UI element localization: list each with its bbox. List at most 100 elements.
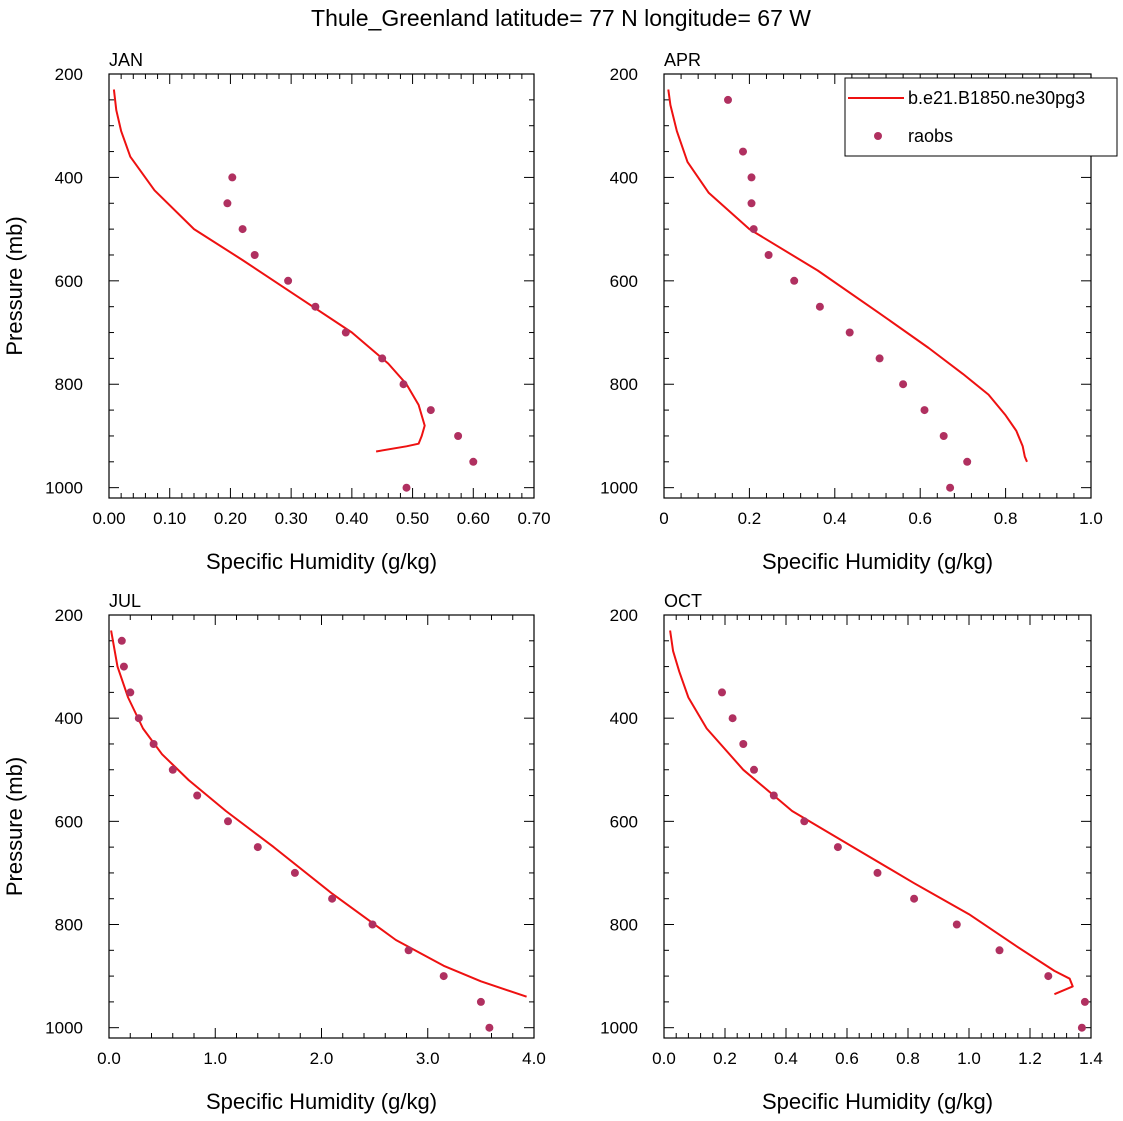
panel-apr-obs-point bbox=[939, 432, 948, 440]
panel-oct-xtick-label: 1.4 bbox=[1079, 1049, 1103, 1068]
panel-apr-ytick-label: 400 bbox=[610, 168, 638, 187]
panel-oct-obs-point bbox=[769, 791, 778, 800]
panel-apr-obs-point bbox=[764, 251, 773, 259]
panel-jul-ytick-label: 1000 bbox=[45, 1019, 83, 1038]
panel-apr-obs-point bbox=[790, 276, 799, 285]
panel-jul-model-line bbox=[110, 630, 527, 998]
panel-jan-title: JAN bbox=[109, 50, 143, 70]
panel-oct-ytick-label: 600 bbox=[610, 812, 638, 831]
panel-jul-obs-point bbox=[119, 662, 128, 671]
panel-oct-xlabel: Specific Humidity (g/kg) bbox=[762, 1089, 993, 1114]
panel-apr-obs-point bbox=[747, 173, 756, 182]
panel-oct-obs-point bbox=[739, 740, 748, 748]
panel-jan-xtick-label: 0.00 bbox=[92, 509, 125, 528]
panels-group: 0.00 0.10 0.20 0.30 0.40 0.50 0.60 0.7020040060… bbox=[2, 50, 1103, 1114]
panel-jan-obs-point bbox=[399, 380, 408, 389]
panel-jul-xlabel: Specific Humidity (g/kg) bbox=[206, 1089, 437, 1114]
panel-apr-obs-point bbox=[920, 406, 929, 415]
panel-apr-obs-point bbox=[899, 380, 908, 389]
legend-box bbox=[844, 77, 1118, 157]
panel-oct-frame bbox=[663, 614, 1092, 1039]
panel-oct-xtick-label: 1.2 bbox=[1018, 1049, 1042, 1068]
panel-apr-obs-point bbox=[845, 328, 854, 337]
panel-jul: 0.0 1.0 2.0 3.0 4.0 200 400 600 800 1000 JUL Specif… bbox=[2, 591, 546, 1114]
panel-oct-obs-point bbox=[728, 714, 737, 723]
panel-jan-obs-point bbox=[469, 457, 478, 466]
panel-jan-xtick-label: 0.30 bbox=[275, 509, 308, 528]
panel-apr-obs-point bbox=[946, 483, 955, 492]
panel-apr-obs-point bbox=[963, 457, 972, 466]
panel-oct: 0.0 0.2 0.4 0.6 0.8 1.0 1.2 1.4 200 400 600 800 1000… bbox=[600, 591, 1103, 1114]
panel-jan-obs-point bbox=[223, 199, 232, 208]
panel-apr-obs-point bbox=[724, 95, 732, 104]
panel-apr: 0 0.2 0.4 0.6 0.8 1.0 200 400 600 800 1000 APR Speci… bbox=[600, 50, 1103, 574]
panel-jan-ylabel: Pressure (mb) bbox=[2, 216, 27, 355]
panel-jul-obs-point bbox=[168, 765, 177, 774]
legend-label-model: b.e21.B1850.ne30pg3 bbox=[908, 88, 1085, 108]
panel-apr-xlabel: Specific Humidity (g/kg) bbox=[762, 549, 993, 574]
panel-oct-obs-point bbox=[952, 920, 961, 929]
panel-oct-xtick-label: 0.6 bbox=[835, 1049, 859, 1068]
panel-oct-title: OCT bbox=[664, 591, 702, 611]
panel-oct-obs-point bbox=[910, 894, 919, 903]
panel-apr-frame bbox=[663, 73, 1092, 499]
panel-oct-obs-point bbox=[1044, 972, 1053, 981]
panel-jan-xtick-label: 0.70 bbox=[517, 509, 550, 528]
panel-jan-ytick-label: 800 bbox=[55, 375, 83, 394]
panel-oct-model-line bbox=[669, 630, 1074, 996]
panel-apr-title: APR bbox=[664, 50, 701, 70]
panel-jan-obs-point bbox=[250, 251, 259, 259]
panel-jul-ytick-label: 400 bbox=[55, 709, 83, 728]
panel-oct-xtick-label: 1.0 bbox=[957, 1049, 981, 1068]
panel-jan-xtick-label: 0.50 bbox=[396, 509, 429, 528]
panel-apr-obs-point bbox=[749, 225, 758, 234]
legend-label-obs: raobs bbox=[908, 126, 953, 146]
panel-apr-xtick-label: 0.6 bbox=[908, 509, 932, 528]
panel-jul-obs-point bbox=[134, 714, 143, 723]
panel-jul-obs-point bbox=[476, 997, 485, 1006]
panel-jul-ytick-label: 800 bbox=[55, 916, 83, 935]
panel-jan-xtick-label: 0.10 bbox=[153, 509, 186, 528]
panel-jan-ytick-label: 400 bbox=[55, 168, 83, 187]
panel-apr-xtick-label: 1.0 bbox=[1079, 509, 1103, 528]
panel-jan-ytick-label: 600 bbox=[55, 272, 83, 291]
panel-jan-obs-point bbox=[238, 225, 247, 234]
panel-jan-xtick-label: 0.60 bbox=[457, 509, 490, 528]
panel-jul-obs-point bbox=[126, 688, 135, 697]
panel-apr-ytick-label: 1000 bbox=[600, 479, 638, 498]
panel-jul-obs-point bbox=[485, 1023, 494, 1032]
panel-apr-obs-point bbox=[747, 199, 756, 208]
panel-jul-obs-point bbox=[368, 920, 377, 929]
panel-apr-xtick-label: 0.2 bbox=[738, 509, 762, 528]
panel-jul-xtick-label: 3.0 bbox=[416, 1049, 440, 1068]
panel-jul-obs-point bbox=[290, 868, 299, 877]
panel-jul-xtick-label: 0.0 bbox=[97, 1049, 121, 1068]
panel-jul-obs-point bbox=[439, 972, 448, 981]
panel-apr-xtick-label: 0 bbox=[659, 509, 668, 528]
panel-oct-xtick-label: 0.4 bbox=[774, 1049, 798, 1068]
panel-oct-obs-point bbox=[833, 843, 842, 852]
panel-apr-obs-point bbox=[739, 147, 747, 156]
panel-apr-obs-point bbox=[875, 354, 884, 363]
panel-jul-ytick-label: 200 bbox=[55, 606, 83, 625]
panel-jan-xlabel: Specific Humidity (g/kg) bbox=[206, 549, 437, 574]
panel-oct-ytick-label: 1000 bbox=[600, 1019, 638, 1038]
panel-jan-ytick-label: 1000 bbox=[45, 479, 83, 498]
panel-jan-obs-point bbox=[284, 276, 293, 285]
panel-jan-obs-point bbox=[454, 432, 463, 440]
panel-oct-obs-point bbox=[873, 868, 882, 877]
panel-oct-ytick-label: 200 bbox=[610, 606, 638, 625]
legend: b.e21.B1850.ne30pg3 raobs bbox=[844, 77, 1118, 157]
panel-oct-obs-point bbox=[1080, 997, 1089, 1006]
panel-oct-xtick-label: 0.8 bbox=[896, 1049, 920, 1068]
panel-apr-model-line bbox=[667, 89, 1028, 463]
panel-oct-obs-point bbox=[800, 817, 809, 826]
panel-jul-obs-point bbox=[117, 636, 126, 645]
panel-oct-obs-point bbox=[1077, 1023, 1086, 1032]
panel-jul-title: JUL bbox=[109, 591, 141, 611]
panel-apr-ytick-label: 600 bbox=[610, 272, 638, 291]
panel-jan-obs-point bbox=[378, 354, 387, 363]
panel-apr-xtick-label: 0.8 bbox=[994, 509, 1018, 528]
panel-jul-xtick-label: 4.0 bbox=[522, 1049, 546, 1068]
